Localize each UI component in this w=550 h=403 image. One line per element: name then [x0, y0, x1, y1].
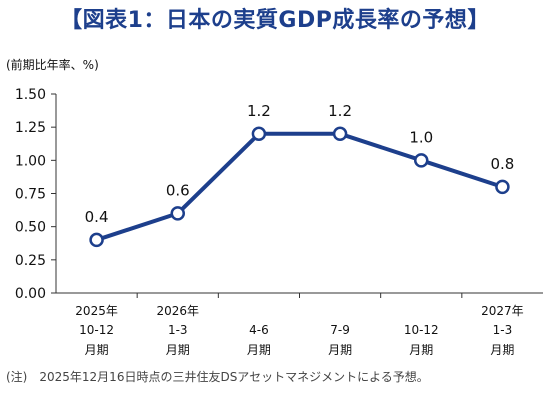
data-label: 0.4 — [85, 208, 109, 226]
data-label: 1.0 — [409, 128, 433, 146]
x-tick-label-suffix: 月期 — [166, 343, 190, 357]
data-point-marker — [332, 126, 348, 142]
y-tick-label: 0.75 — [15, 187, 46, 203]
x-tick-label-range: 10-12 — [404, 323, 439, 337]
x-tick-label-suffix: 月期 — [409, 343, 433, 357]
data-label: 0.6 — [166, 181, 190, 199]
y-tick-label: 1.25 — [15, 120, 46, 136]
y-tick-label: 1.00 — [15, 153, 46, 169]
data-point-marker — [495, 179, 510, 195]
x-tick-label-range: 7-9 — [330, 323, 350, 337]
x-tick-label-year: 2025年 — [75, 304, 118, 318]
data-label: 1.2 — [328, 102, 352, 120]
series-line — [94, 131, 505, 242]
y-axis-unit-label: (前期比年率、%) — [6, 58, 99, 72]
data-point-marker — [89, 232, 104, 248]
x-tick-label-year: 2027年 — [481, 304, 524, 318]
data-label: 0.8 — [490, 155, 514, 173]
chart-title: 【図表1：日本の実質GDP成長率の予想】 — [60, 8, 490, 33]
x-tick-label-range: 1-3 — [493, 323, 513, 337]
x-tick-label-range: 1-3 — [168, 323, 188, 337]
y-tick-label: 0.25 — [15, 253, 46, 269]
data-point-marker — [170, 206, 185, 221]
footnote-mark: (注) — [6, 370, 28, 384]
x-tick-label-suffix: 月期 — [247, 343, 271, 357]
data-point-marker — [414, 153, 429, 168]
footnote-text: 2025年12月16日時点の三井住友DSアセットマネジメントによる予想。 — [39, 370, 429, 384]
x-tick-label-range: 10-12 — [79, 323, 114, 337]
data-label: 1.2 — [247, 102, 271, 120]
x-tick-label-range: 4-6 — [249, 323, 269, 337]
x-tick-label-year: 2026年 — [156, 304, 199, 318]
data-point-marker — [251, 126, 267, 142]
x-tick-label-suffix: 月期 — [328, 343, 352, 357]
y-tick-label: 0.00 — [15, 286, 46, 302]
y-tick-label: 0.50 — [15, 220, 46, 236]
footnote: (注) 2025年12月16日時点の三井住友DSアセットマネジメントによる予想。 — [6, 368, 429, 385]
x-tick-label-suffix: 月期 — [490, 343, 514, 357]
x-tick-label-suffix: 月期 — [85, 343, 109, 357]
y-tick-label: 1.50 — [15, 87, 46, 103]
